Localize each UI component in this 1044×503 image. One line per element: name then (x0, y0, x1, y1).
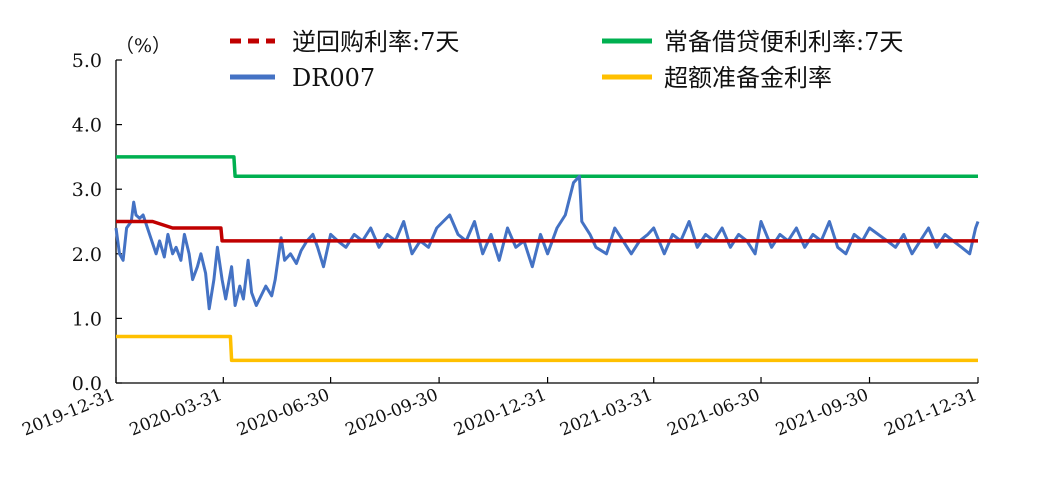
series-line-dr007 (114, 174, 980, 311)
x-tick-label: 2021-03-31 (557, 385, 655, 440)
legend-label-reverse-repo-7d: 逆回购利率:7天 (292, 28, 459, 56)
x-axis: 2019-12-31 2020-03-31 2020-06-30 2020-09-30… (20, 377, 980, 440)
y-tick-label: 0.0 (72, 373, 102, 395)
series-line-slf-7d (116, 155, 978, 179)
series-line-excess-reserve (116, 334, 978, 363)
y-tick-label: 5.0 (72, 50, 102, 72)
series-line-reverse-repo-7d (116, 219, 978, 243)
x-tick-label: 2020-06-30 (234, 385, 332, 440)
legend: 逆回购利率:7天 常备借贷便利利率:7天 DR007 超额准备金利率 (230, 28, 903, 92)
y-tick-label: 3.0 (72, 179, 102, 201)
x-tick-label: 2020-09-30 (343, 385, 441, 440)
x-tick-label: 2021-12-31 (882, 385, 980, 440)
y-tick-label: 2.0 (72, 244, 102, 266)
x-tick-label: 2019-12-31 (20, 385, 118, 440)
x-tick-label: 2020-12-31 (451, 385, 549, 440)
y-axis: 5.0 4.0 3.0 2.0 1.0 0.0 (72, 50, 122, 395)
legend-label-excess-reserve: 超额准备金利率 (664, 64, 832, 92)
legend-label-slf-7d: 常备借贷便利利率:7天 (664, 28, 903, 56)
x-tick-label: 2021-09-30 (773, 385, 871, 440)
x-tick-label: 2021-06-30 (665, 385, 763, 440)
y-unit-label: （%） (115, 35, 171, 57)
y-tick-label: 4.0 (72, 115, 102, 137)
x-tick-label: 2020-03-31 (127, 385, 225, 440)
y-tick-label: 1.0 (72, 308, 102, 330)
plot-area (114, 155, 980, 363)
legend-label-dr007: DR007 (292, 64, 375, 92)
